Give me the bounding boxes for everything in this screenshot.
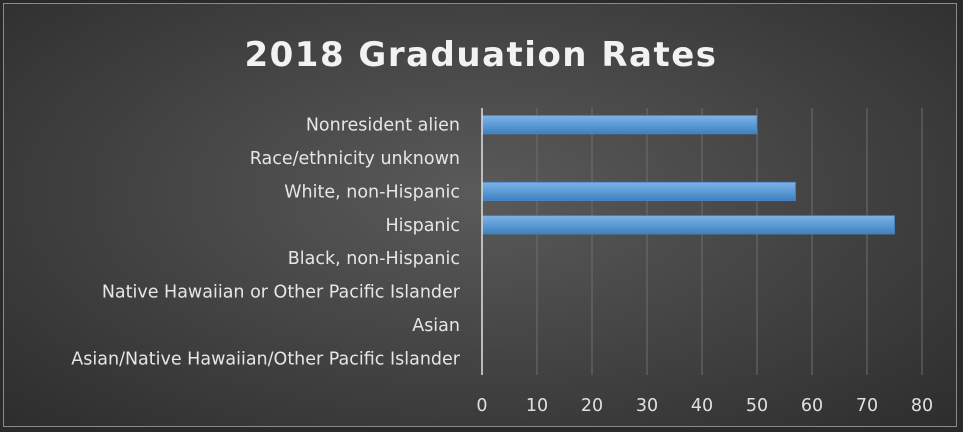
x-tick-label: 0 bbox=[476, 396, 487, 416]
x-tick-label: 10 bbox=[526, 396, 548, 416]
chart-title: 2018 Graduation Rates bbox=[244, 35, 717, 75]
category-label: Black, non-Hispanic bbox=[288, 249, 460, 269]
category-label: Asian/Native Hawaiian/Other Pacific Isla… bbox=[71, 349, 461, 369]
x-tick-label: 30 bbox=[636, 396, 658, 416]
bars bbox=[482, 116, 895, 234]
category-label: Nonresident alien bbox=[306, 116, 460, 136]
chart-frame: 2018 Graduation Rates Nonresident alien R… bbox=[3, 3, 957, 427]
category-label: Hispanic bbox=[385, 216, 460, 236]
bar-chart: 2018 Graduation Rates Nonresident alien R… bbox=[4, 4, 957, 427]
x-tick-labels: 0 10 20 30 40 50 60 70 80 bbox=[476, 396, 933, 416]
x-tick-label: 60 bbox=[801, 396, 823, 416]
x-tick-label: 40 bbox=[691, 396, 713, 416]
bar bbox=[482, 216, 895, 234]
category-label: Asian bbox=[412, 316, 460, 336]
x-tick-label: 50 bbox=[746, 396, 768, 416]
bar bbox=[482, 116, 757, 134]
bar bbox=[482, 182, 796, 200]
category-label: Native Hawaiian or Other Pacific Islande… bbox=[102, 283, 461, 303]
category-labels: Nonresident alien Race/ethnicity unknown W… bbox=[71, 116, 461, 370]
x-tick-label: 70 bbox=[856, 396, 878, 416]
gridlines bbox=[537, 108, 922, 375]
x-tick-label: 20 bbox=[581, 396, 603, 416]
category-label: Race/ethnicity unknown bbox=[250, 149, 460, 169]
x-tick-label: 80 bbox=[911, 396, 933, 416]
category-label: White, non-Hispanic bbox=[284, 182, 460, 202]
